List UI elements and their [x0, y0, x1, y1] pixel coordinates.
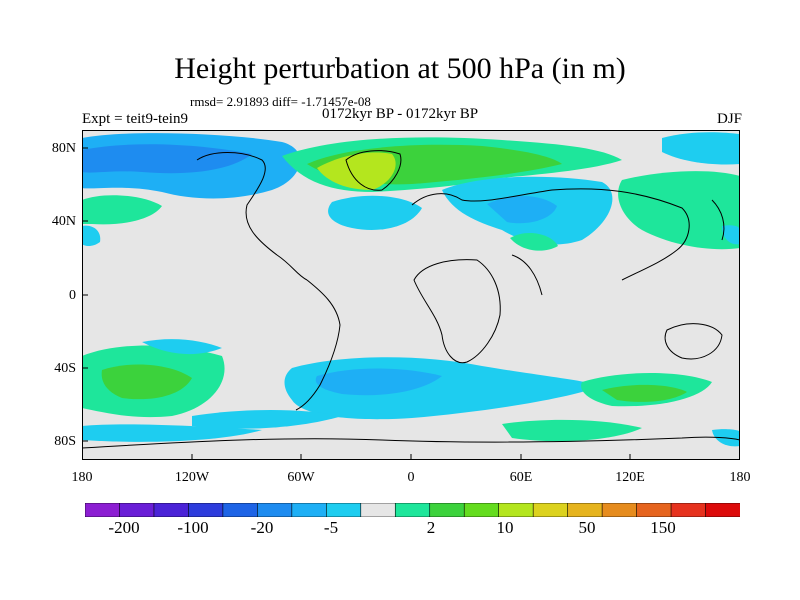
colorbar-swatch [601, 503, 638, 517]
experiment-label: Expt = teit9-tein9 [82, 111, 188, 127]
lon-tick-label: 120E [615, 470, 645, 485]
colorbar-swatch [326, 503, 362, 517]
map-panel [82, 130, 740, 460]
lat-tick-label: 0 [69, 288, 76, 303]
colorbar-label: 50 [578, 518, 596, 537]
colorbar-label: -100 [177, 518, 209, 537]
colorbar-swatch [85, 503, 121, 517]
contour-fill-layer [82, 130, 740, 460]
colorbar-swatch [257, 503, 293, 517]
period-label: 0172kyr BP - 0172kyr BP [322, 106, 479, 122]
lat-tick-label: 40N [51, 214, 76, 229]
lon-tick-label: 60W [287, 470, 315, 485]
colorbar-label: 10 [496, 518, 514, 537]
colorbar [85, 503, 740, 517]
colorbar-label: -20 [250, 518, 274, 537]
colorbar-swatch [394, 503, 431, 517]
colorbar-swatch [498, 503, 534, 517]
colorbar-swatch [222, 503, 259, 517]
lat-tick-label: 80N [51, 141, 76, 156]
colorbar-swatch [567, 503, 603, 517]
lat-tick-label: 80S [54, 434, 76, 449]
lon-tick-label: 180 [729, 470, 751, 485]
lat-tick-label: 40S [54, 361, 76, 376]
lon-tick-label: 120W [174, 470, 210, 485]
lon-tick-label: 60E [509, 470, 533, 485]
colorbar-label: -200 [108, 518, 140, 537]
rmsd-subtitle: rmsd= 2.91893 diff= -1.71457e-08 [190, 94, 371, 109]
tick-marks [82, 147, 631, 460]
colorbar-swatch [429, 503, 466, 517]
colorbar-swatch [188, 503, 224, 517]
colorbar-swatch [119, 503, 155, 517]
colorbar-label: -5 [323, 518, 339, 537]
lon-tick-label: 180 [71, 470, 93, 485]
lon-tick-label: 0 [407, 470, 415, 485]
colorbar-swatch [291, 503, 328, 517]
colorbar-swatch [532, 503, 569, 517]
coastline-layer [82, 150, 740, 449]
colorbar-swatch [153, 503, 190, 517]
colorbar-swatch [463, 503, 500, 517]
colorbar-swatch [360, 503, 397, 517]
plot-title: Height perturbation at 500 hPa (in m) [174, 52, 626, 85]
colorbar-swatch [705, 503, 740, 517]
colorbar-label: 2 [426, 518, 436, 537]
season-label: DJF [716, 111, 742, 127]
colorbar-swatch [670, 503, 707, 517]
colorbar-label: 150 [650, 518, 676, 537]
colorbar-swatch [636, 503, 672, 517]
